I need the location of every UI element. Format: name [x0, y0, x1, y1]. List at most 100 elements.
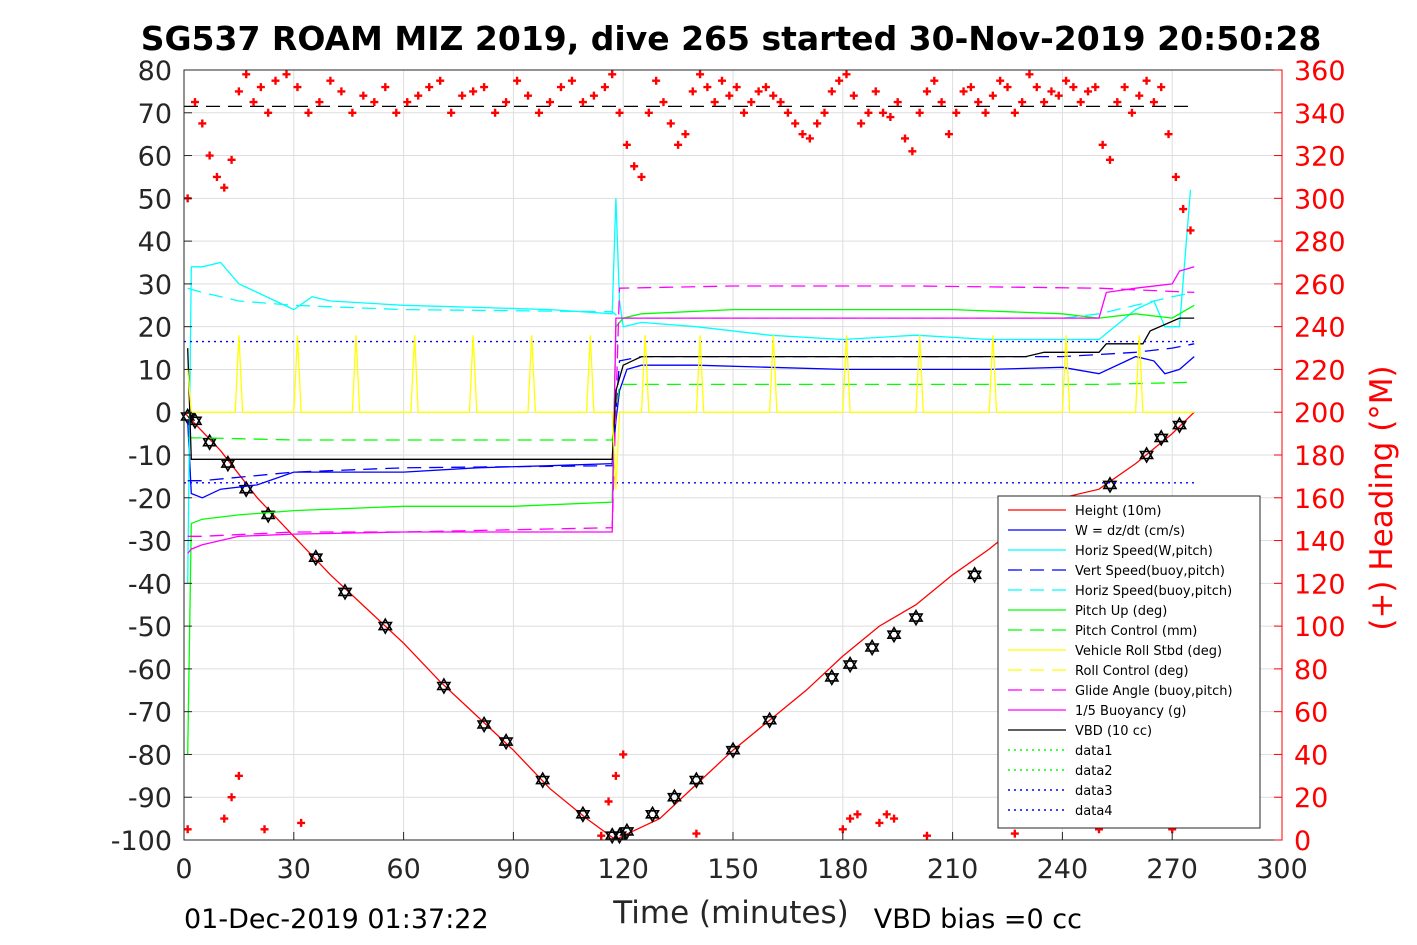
heading-point	[546, 98, 554, 107]
profile-marker	[908, 609, 924, 622]
series-w-dz-dt-cm-s	[187, 355, 1195, 499]
profile-marker	[667, 792, 682, 806]
heading-point	[1179, 205, 1188, 214]
y-left-tick-label: -100	[111, 826, 172, 857]
heading-point	[893, 98, 902, 107]
legend-label: Roll Control (deg)	[1075, 664, 1189, 679]
y-right-tick-label: 300	[1294, 184, 1346, 215]
legend-label: Pitch Control (mm)	[1075, 624, 1197, 639]
heading-point	[747, 98, 756, 107]
profile-marker	[337, 583, 353, 597]
x-tick-label: 240	[1037, 854, 1089, 885]
y-right-tick-label: 140	[1294, 527, 1346, 558]
heading-point	[681, 130, 690, 139]
heading-point	[271, 76, 280, 85]
profile-marker	[864, 638, 880, 652]
profile-marker	[612, 827, 627, 841]
profile-marker	[1172, 416, 1187, 430]
heading-point	[849, 91, 858, 100]
heading-point	[615, 108, 624, 117]
series-horiz-speed-buoy-pitch	[187, 287, 1195, 319]
y-right-tick-label: 20	[1294, 783, 1328, 814]
heading-point	[348, 108, 357, 117]
legend-label: data4	[1075, 804, 1113, 819]
heading-point	[491, 108, 500, 117]
heading-point	[249, 98, 258, 107]
profile-marker	[238, 480, 254, 494]
heading-point	[282, 70, 291, 79]
heading-point	[732, 83, 741, 92]
profile-marker	[498, 732, 514, 746]
heading-point	[1164, 130, 1173, 139]
legend-label: Pitch Up (deg)	[1075, 604, 1167, 619]
heading-point	[882, 810, 891, 819]
y-left-tick-label: 10	[138, 355, 172, 386]
heading-point	[988, 91, 997, 100]
heading-point	[761, 83, 770, 92]
profile-marker	[824, 673, 840, 687]
profile-marker	[187, 416, 203, 430]
profile-marker	[725, 741, 741, 755]
heading-point	[1186, 226, 1195, 235]
y-left-tick-label: -90	[128, 783, 172, 814]
heading-point	[1113, 98, 1122, 107]
profile-marker	[762, 711, 778, 725]
heading-point	[915, 108, 924, 117]
y-left-tick-label: -70	[128, 698, 172, 729]
heading-point	[827, 87, 836, 96]
series-layer	[180, 70, 1195, 845]
heading-point	[220, 814, 229, 823]
profile-marker	[864, 643, 880, 657]
heading-point	[930, 76, 939, 85]
heading-point	[952, 108, 961, 117]
heading-point	[922, 87, 931, 96]
x-tick-label: 210	[927, 854, 979, 885]
y-right-tick-label: 40	[1294, 740, 1328, 771]
footer-vbd-bias: VBD bias =0 cc	[874, 904, 1082, 935]
profile-marker	[180, 407, 196, 421]
heading-point	[996, 76, 1005, 85]
heading-point	[578, 98, 587, 107]
profile-marker	[377, 621, 393, 635]
profile-marker	[187, 412, 203, 426]
legend-label: W = dz/dt (cm/s)	[1075, 524, 1185, 539]
heading-point	[692, 829, 701, 838]
heading-point	[835, 76, 844, 85]
heading-point	[1142, 76, 1151, 85]
heading-point	[1076, 98, 1085, 107]
profile-marker	[688, 775, 704, 789]
y-left-tick-label: 50	[138, 184, 172, 215]
heading-point	[1047, 87, 1056, 96]
profile-marker	[1102, 476, 1118, 490]
y-left-tick-label: -60	[128, 655, 172, 686]
heading-point	[820, 108, 829, 117]
profile-marker	[762, 715, 778, 729]
y-right-tick-label: 340	[1294, 99, 1346, 130]
profile-marker	[202, 437, 218, 451]
heading-point	[242, 70, 251, 79]
heading-point	[1003, 83, 1012, 92]
profile-marker	[377, 617, 393, 631]
heading-point	[315, 98, 324, 107]
x-tick-label: 150	[707, 854, 759, 885]
profile-marker	[436, 677, 452, 691]
heading-point	[458, 91, 467, 100]
profile-marker	[575, 805, 591, 819]
x-tick-label: 60	[386, 854, 420, 885]
heading-point	[556, 83, 565, 92]
y-left-tick-label: 60	[138, 142, 172, 173]
heading-point	[304, 108, 313, 117]
heading-point	[1018, 98, 1027, 107]
heading-point	[567, 76, 576, 85]
profile-marker	[725, 745, 741, 759]
heading-point	[608, 70, 617, 79]
profile-marker	[619, 827, 635, 841]
heading-point	[260, 825, 269, 834]
heading-point	[227, 793, 236, 802]
profile-marker	[220, 454, 236, 468]
heading-point	[674, 140, 683, 149]
y-right-tick-label: 200	[1294, 398, 1346, 429]
heading-point	[981, 108, 990, 117]
heading-point	[659, 98, 668, 107]
profile-marker	[612, 831, 627, 845]
